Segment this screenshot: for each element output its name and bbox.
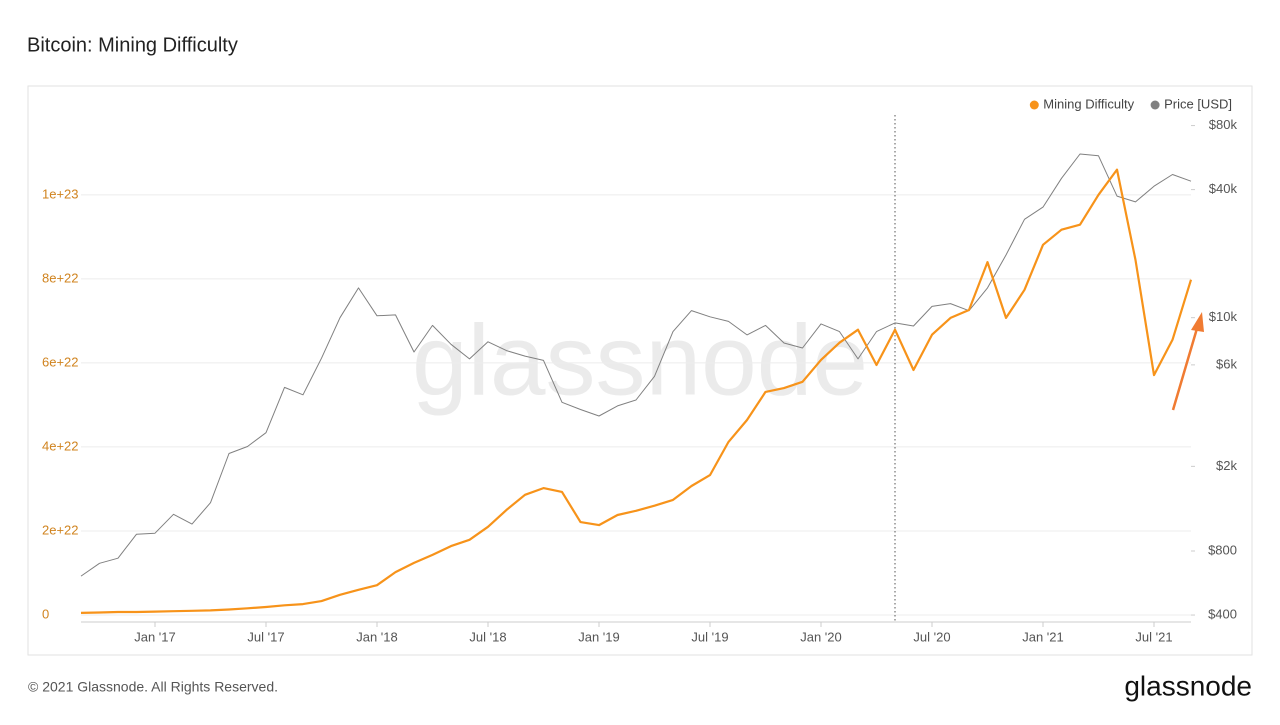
y2-tick-label: $800 bbox=[1208, 542, 1237, 557]
x-tick-label: Jan '17 bbox=[134, 629, 176, 644]
x-tick-label: Jan '20 bbox=[800, 629, 842, 644]
y2-tick-label: $10k bbox=[1209, 309, 1238, 324]
legend-label: Price [USD] bbox=[1164, 96, 1232, 111]
x-tick-label: Jul '19 bbox=[691, 629, 728, 644]
y2-tick-label: $6k bbox=[1216, 356, 1237, 371]
y-tick-label: 4e+22 bbox=[42, 438, 79, 453]
logo: glassnode bbox=[1124, 670, 1252, 701]
y2-tick-label: $400 bbox=[1208, 606, 1237, 621]
series-line bbox=[80, 168, 1193, 614]
y2-tick-label: $40k bbox=[1209, 181, 1238, 196]
chart-frame bbox=[27, 85, 1253, 656]
y-tick-label: 1e+23 bbox=[42, 186, 79, 201]
x-tick-label: Jul '17 bbox=[247, 629, 284, 644]
annotation-arrow bbox=[1171, 312, 1204, 411]
x-tick-label: Jul '20 bbox=[913, 629, 950, 644]
watermark: glassnode bbox=[412, 304, 868, 416]
y2-tick-label: $2k bbox=[1216, 458, 1237, 473]
y2-tick-label: $80k bbox=[1209, 117, 1238, 132]
legend-label: Mining Difficulty bbox=[1043, 96, 1134, 111]
chart-title: Bitcoin: Mining Difficulty bbox=[27, 34, 238, 56]
x-tick-label: Jan '19 bbox=[578, 629, 620, 644]
x-tick-label: Jul '21 bbox=[1135, 629, 1172, 644]
x-tick-label: Jan '18 bbox=[356, 629, 398, 644]
x-tick-label: Jan '21 bbox=[1022, 629, 1064, 644]
series-line bbox=[80, 153, 1192, 577]
x-tick-label: Jul '18 bbox=[469, 629, 506, 644]
y-tick-label: 6e+22 bbox=[42, 354, 79, 369]
footer: © 2021 Glassnode. All Rights Reserved. bbox=[28, 679, 278, 695]
y-tick-label: 8e+22 bbox=[42, 270, 79, 285]
y-tick-label: 2e+22 bbox=[42, 522, 79, 537]
legend-marker bbox=[1150, 100, 1160, 110]
plot: 0 2e+22 4e+22 6e+22 8e+22 1e+23 $400 $800 $2k $6k… bbox=[42, 96, 1237, 644]
y-tick-label: 0 bbox=[42, 606, 49, 621]
legend-marker bbox=[1029, 100, 1039, 110]
